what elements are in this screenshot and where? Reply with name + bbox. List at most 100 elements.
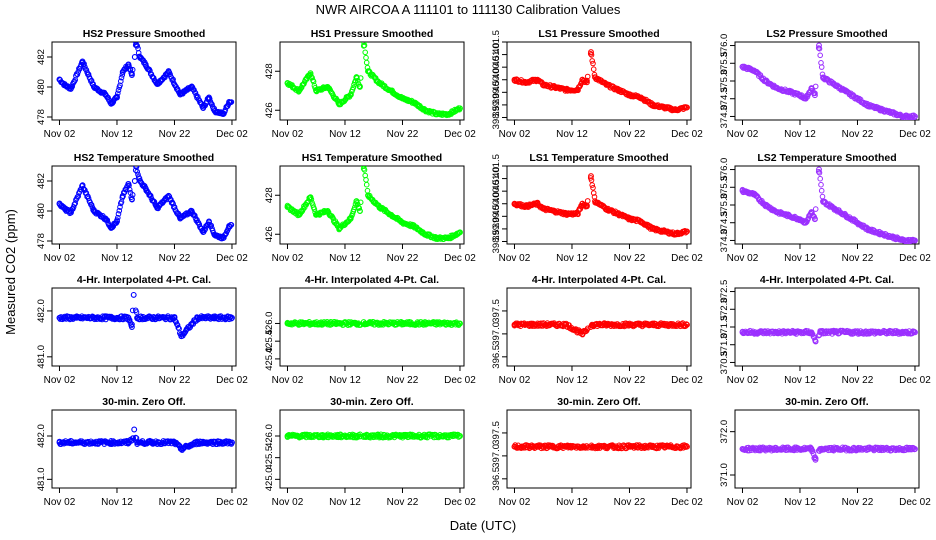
data-point [170,76,176,83]
data-point [347,215,354,222]
data-point [226,223,233,229]
y-tick-label: 428 [264,63,275,79]
data-point [399,320,406,327]
x-tick-label: Nov 02 [727,375,759,386]
data-point [82,187,88,193]
x-tick-label: Nov 22 [842,253,874,264]
panel-title: HS2 Temperature Smoothed [74,152,214,164]
data-point [584,198,591,204]
data-point [422,320,429,327]
data-point [739,187,746,194]
data-point [125,61,132,68]
y-tick-label: 370.5 [719,351,730,375]
data-point [134,168,140,175]
y-tick-label: 425.0 [264,347,275,371]
data-point [399,95,406,102]
panel-3-2: 4-Hr. Interpolated 4-Pt. Cal. Nov 02 Nov 1… [264,274,476,386]
panel-title: 30-min. Zero Off. [557,396,641,408]
data-point [126,186,133,193]
data-point [129,66,136,73]
data-point [889,233,895,240]
x-tick-label: Nov 12 [329,129,361,140]
data-point [817,52,824,59]
panel-2-2: HS1 Temperature Smoothed Nov 02 Nov 12 Nov … [264,152,476,264]
x-tick-label: Dec 02 [671,129,703,140]
data-point [843,88,849,95]
data-point [638,94,644,101]
x-tick-label: Nov 22 [159,497,191,508]
data-point [79,182,86,189]
data-point [307,70,314,77]
data-point [226,99,233,105]
data-point [615,86,621,93]
data-point [194,314,201,321]
panel-4-3: 30-min. Zero Off. Nov 02 Nov 12 Nov 22 Dec 0… [491,396,703,508]
data-point [912,446,918,452]
panel-2-1: HS2 Temperature Smoothed Nov 02 Nov 12 Nov … [36,152,248,264]
data-point [118,78,124,84]
data-point [220,235,227,241]
x-tick-label: Nov 12 [101,497,133,508]
data-point [739,63,746,70]
data-point [208,100,214,107]
data-point [165,69,172,75]
x-tick-label: Nov 02 [499,375,531,386]
data-point [912,329,918,336]
data-point [177,215,184,222]
data-point [56,439,63,446]
y-tick-label: 371.0 [719,463,730,487]
data-point [854,446,861,452]
data-point [133,309,140,315]
data-point [360,166,367,169]
data-point [324,83,331,90]
y-tick-label: 399.0 [491,93,502,117]
y-tick-label: 398.5 [491,230,502,254]
x-tick-label: Nov 02 [44,497,76,508]
panel-frame [279,41,465,121]
data-point [361,42,368,49]
data-point [774,209,780,216]
data-point [889,109,895,116]
data-point [816,170,823,176]
y-tick-label: 372.5 [719,280,730,304]
data-point [118,74,125,81]
y-tick-label: 398.5 [491,106,502,130]
data-point [353,198,360,205]
data-point [108,314,115,321]
data-point [132,42,139,45]
x-tick-label: Nov 22 [387,129,419,140]
y-tick-label: 428 [264,187,275,203]
data-point [411,223,417,230]
x-tick-label: Nov 12 [784,497,816,508]
x-tick-label: Dec 02 [216,375,248,386]
data-points [511,442,690,452]
data-point [534,76,541,83]
data-point [590,185,596,191]
panel-frame [51,409,237,489]
panel-title: HS1 Pressure Smoothed [311,28,434,40]
data-point [206,94,212,101]
x-tick-label: Nov 12 [556,375,588,386]
data-point [336,433,343,439]
data-point [563,443,570,450]
y-tick-label: 376.0 [719,34,730,58]
x-tick-label: Nov 02 [499,497,531,508]
x-tick-label: Dec 02 [444,375,476,386]
data-point [739,446,746,452]
data-point [363,177,369,183]
data-point [74,71,81,78]
data-point [626,91,633,98]
panel-frame [51,41,237,121]
data-point [774,85,780,92]
data-point [117,204,123,210]
data-point [589,58,596,64]
y-tick-label: 397.0 [491,444,502,468]
panel-title: LS2 Temperature Smoothed [757,152,896,164]
y-tick-label: 425.0 [264,467,275,491]
data-point [511,321,518,328]
data-point [91,208,97,214]
data-point [376,204,383,210]
data-point [683,443,690,449]
data-point [114,94,120,101]
data-point [82,66,89,72]
